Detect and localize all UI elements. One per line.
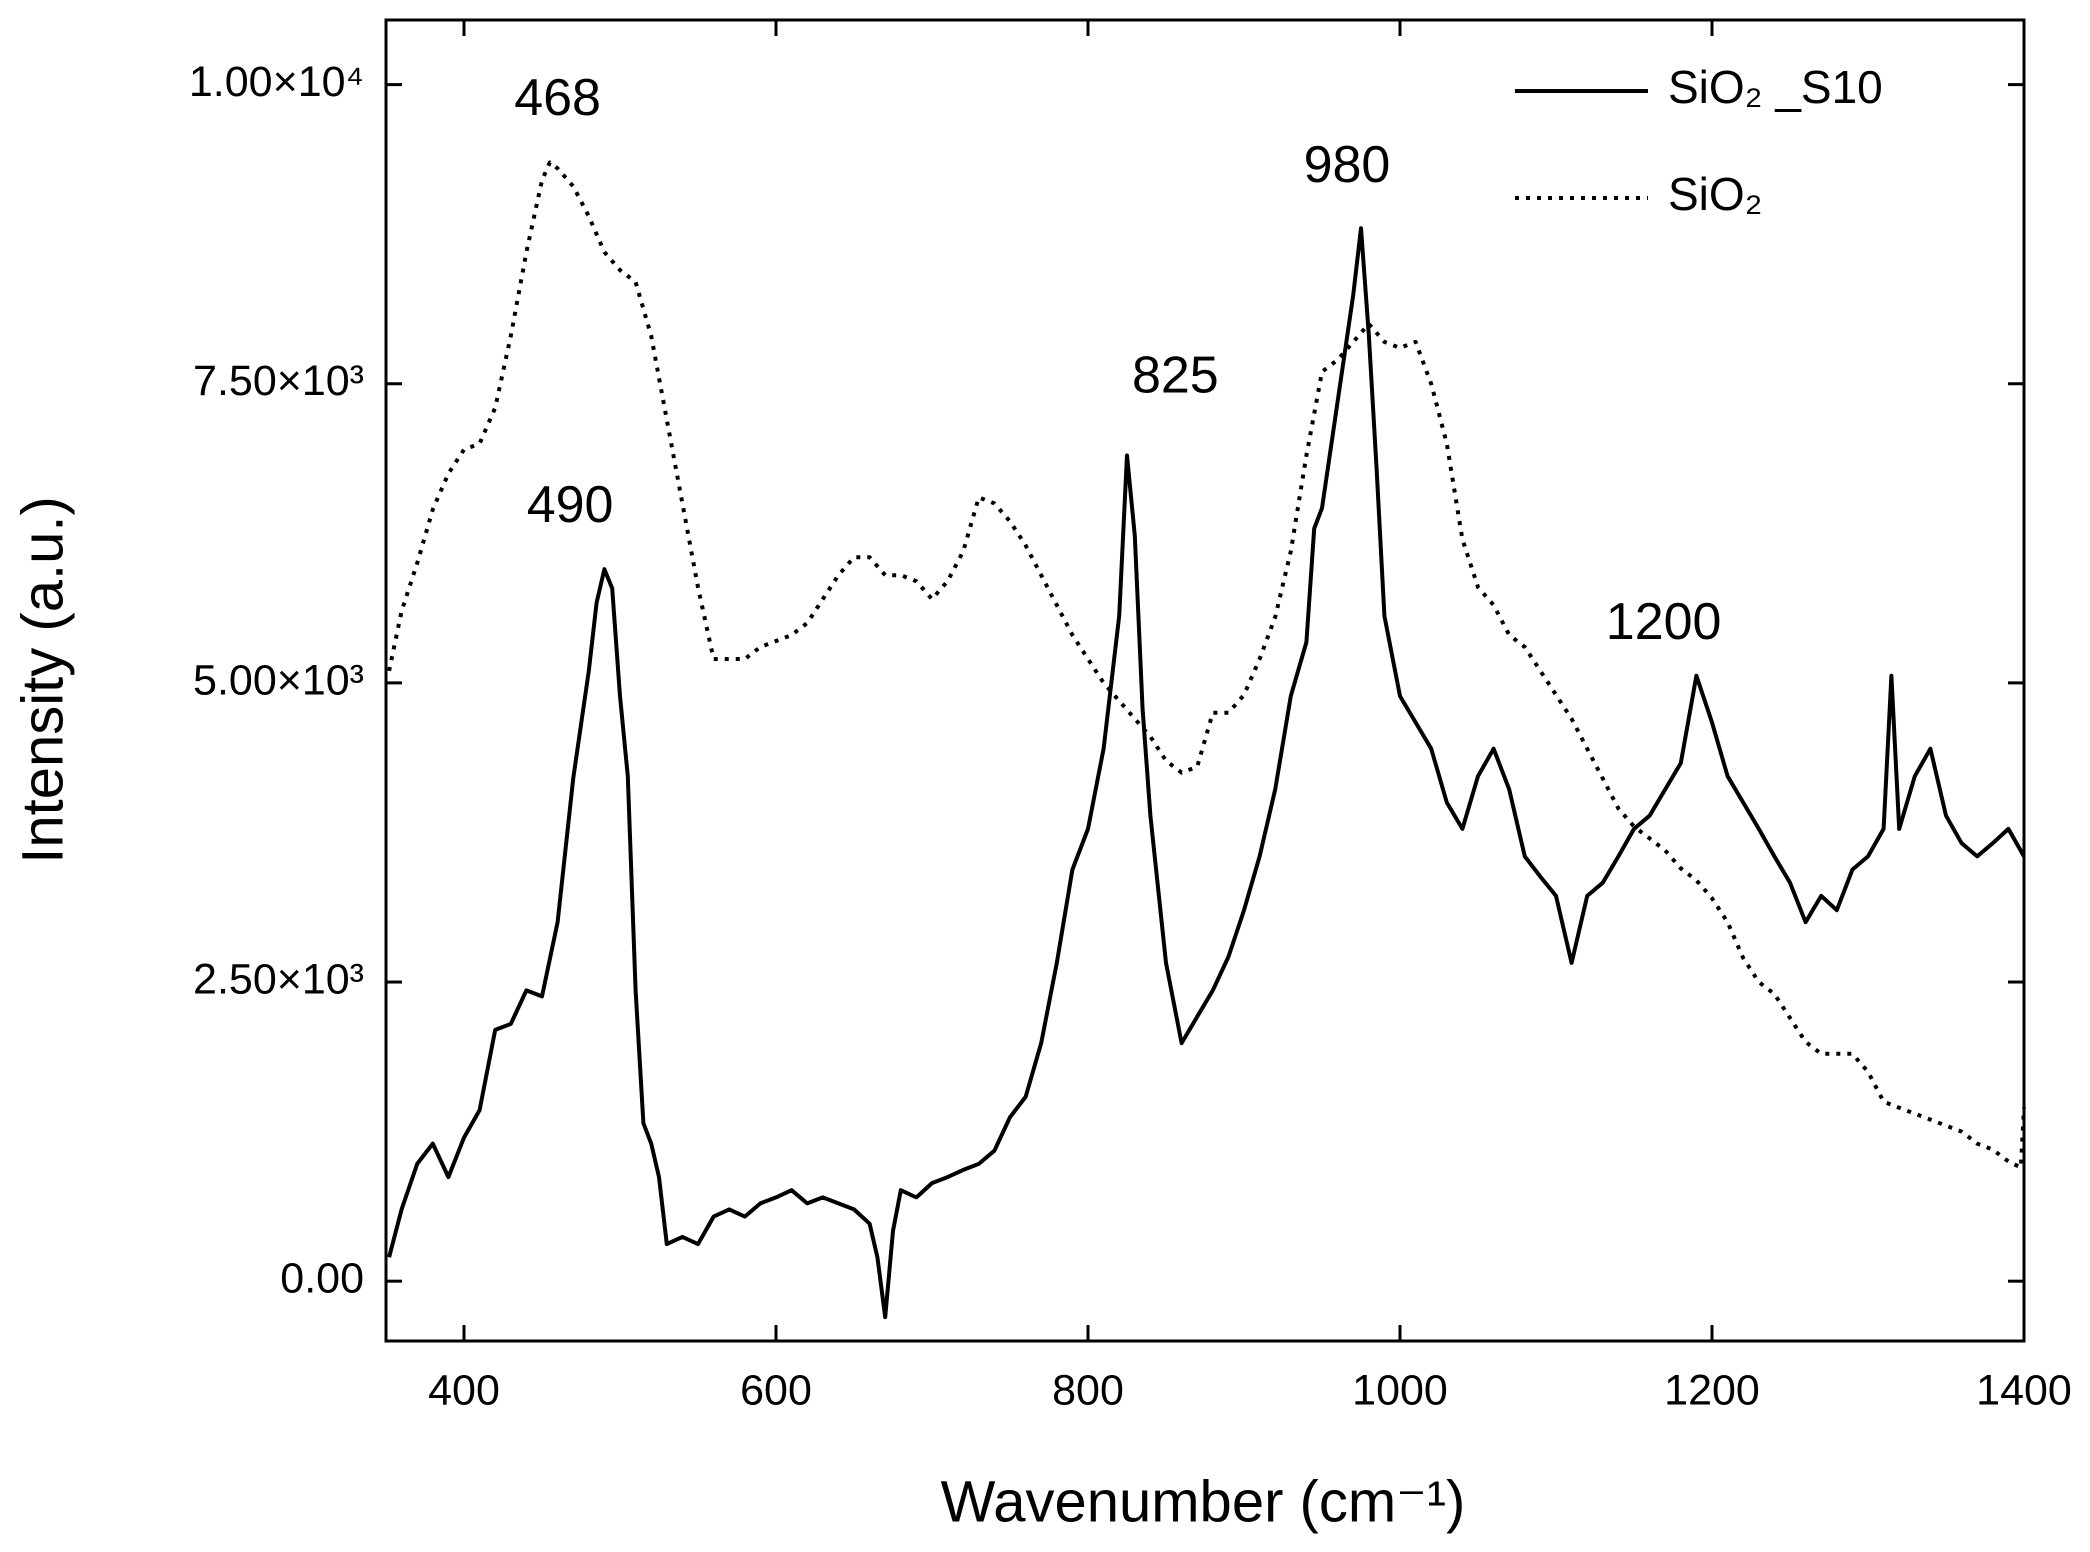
annotation: 825 bbox=[1132, 347, 1219, 405]
x-axis-label: Wavenumber (cm⁻¹) bbox=[941, 1469, 1466, 1534]
y-tick-label: 5.00×10³ bbox=[193, 656, 364, 704]
y-tick-label: 2.50×10³ bbox=[193, 955, 364, 1003]
x-tick-label: 1200 bbox=[1664, 1366, 1760, 1414]
x-tick-label: 600 bbox=[740, 1366, 812, 1414]
y-tick-label: 0.00 bbox=[280, 1255, 364, 1303]
x-tick-label: 1000 bbox=[1352, 1366, 1448, 1414]
legend-label: SiO₂ bbox=[1668, 168, 1763, 220]
data-line bbox=[387, 226, 2026, 1320]
x-tick-label: 400 bbox=[428, 1366, 500, 1414]
x-tick-label: 1400 bbox=[1976, 1366, 2072, 1414]
y-tick-label: 1.00×10⁴ bbox=[189, 58, 364, 106]
y-tick-label: 7.50×10³ bbox=[193, 357, 364, 405]
annotation: 468 bbox=[514, 69, 601, 127]
annotation: 1200 bbox=[1606, 593, 1722, 651]
annotation: 980 bbox=[1304, 136, 1391, 194]
x-tick-label: 800 bbox=[1052, 1366, 1124, 1414]
y-axis-label: Intensity (a.u.) bbox=[10, 496, 75, 863]
legend-label: SiO₂ _S10 bbox=[1668, 61, 1883, 113]
plot-frame bbox=[384, 18, 2026, 1343]
annotation: 490 bbox=[527, 476, 614, 534]
data-line bbox=[387, 160, 2026, 1170]
